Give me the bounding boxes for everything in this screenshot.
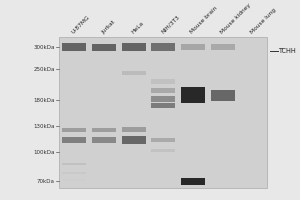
Bar bbox=[181, 178, 205, 185]
Bar bbox=[59, 37, 268, 188]
Bar bbox=[62, 128, 86, 132]
Bar bbox=[122, 71, 146, 75]
Bar bbox=[62, 43, 86, 51]
Bar bbox=[152, 149, 175, 152]
Bar bbox=[62, 137, 86, 143]
Text: U-87MG: U-87MG bbox=[70, 14, 91, 35]
Text: 70kDa: 70kDa bbox=[37, 179, 55, 184]
Text: Mouse lung: Mouse lung bbox=[249, 7, 277, 35]
Bar bbox=[122, 136, 146, 144]
Bar bbox=[92, 137, 116, 143]
Bar bbox=[92, 128, 116, 132]
Text: Mouse kidney: Mouse kidney bbox=[219, 2, 252, 35]
Text: 130kDa: 130kDa bbox=[33, 124, 55, 129]
Bar bbox=[152, 88, 175, 93]
Bar bbox=[181, 44, 205, 50]
Bar bbox=[211, 90, 235, 101]
Text: 100kDa: 100kDa bbox=[33, 150, 55, 155]
Bar bbox=[152, 138, 175, 142]
Bar bbox=[152, 103, 175, 108]
Text: Mouse brain: Mouse brain bbox=[190, 6, 219, 35]
Text: Jurkat: Jurkat bbox=[100, 19, 116, 35]
Bar bbox=[62, 172, 86, 174]
Bar bbox=[211, 44, 235, 50]
Bar bbox=[122, 43, 146, 51]
Text: TCHH: TCHH bbox=[278, 48, 296, 54]
Bar bbox=[122, 127, 146, 132]
Bar bbox=[152, 96, 175, 102]
Text: HeLa: HeLa bbox=[130, 20, 144, 35]
Text: 180kDa: 180kDa bbox=[33, 98, 55, 103]
Text: NIH/3T3: NIH/3T3 bbox=[160, 14, 180, 35]
Bar bbox=[152, 79, 175, 84]
Bar bbox=[62, 179, 86, 181]
Bar bbox=[181, 87, 205, 103]
Bar bbox=[152, 43, 175, 51]
Text: 250kDa: 250kDa bbox=[33, 67, 55, 72]
Text: 300kDa: 300kDa bbox=[33, 45, 55, 50]
Bar bbox=[62, 163, 86, 165]
Bar bbox=[92, 44, 116, 51]
